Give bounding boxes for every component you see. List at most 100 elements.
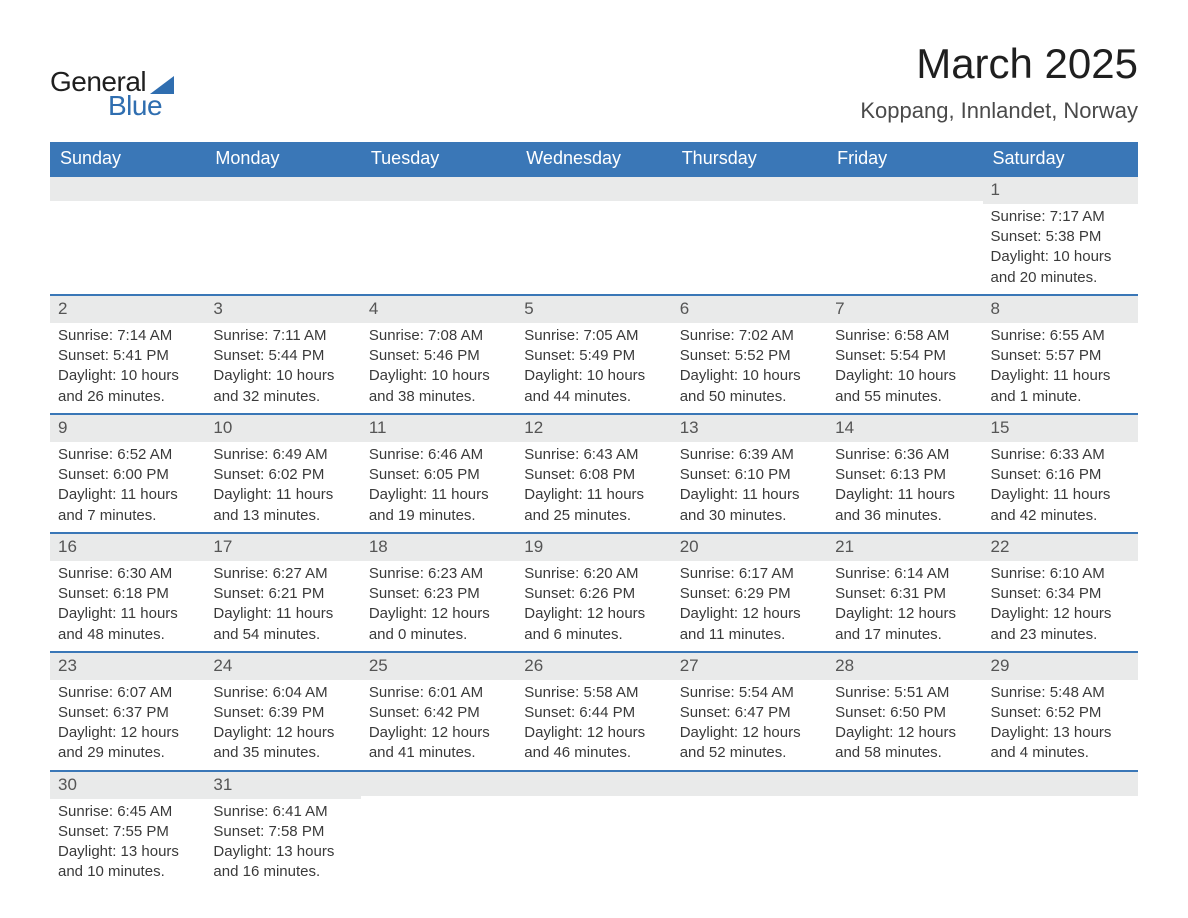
- day-number: 1: [983, 177, 1138, 204]
- sunrise-text: Sunrise: 5:58 AM: [524, 683, 663, 703]
- daylight-text: Daylight: 12 hours and 17 minutes.: [835, 604, 974, 645]
- day-number: 8: [983, 296, 1138, 323]
- sunset-text: Sunset: 5:41 PM: [58, 346, 197, 366]
- day-number: 29: [983, 653, 1138, 680]
- calendar-day-cell: 17Sunrise: 6:27 AMSunset: 6:21 PMDayligh…: [205, 533, 360, 652]
- sunrise-text: Sunrise: 6:33 AM: [991, 445, 1130, 465]
- sunset-text: Sunset: 5:38 PM: [991, 227, 1130, 247]
- sunset-text: Sunset: 5:44 PM: [213, 346, 352, 366]
- calendar-week-row: 30Sunrise: 6:45 AMSunset: 7:55 PMDayligh…: [50, 771, 1138, 889]
- day-details: Sunrise: 6:30 AMSunset: 6:18 PMDaylight:…: [50, 561, 205, 651]
- calendar-day-cell: [205, 176, 360, 295]
- daylight-text: Daylight: 12 hours and 23 minutes.: [991, 604, 1130, 645]
- sunset-text: Sunset: 6:05 PM: [369, 465, 508, 485]
- weekday-header: Friday: [827, 142, 982, 176]
- day-number: 24: [205, 653, 360, 680]
- sunset-text: Sunset: 6:23 PM: [369, 584, 508, 604]
- calendar-day-cell: 18Sunrise: 6:23 AMSunset: 6:23 PMDayligh…: [361, 533, 516, 652]
- daylight-text: Daylight: 13 hours and 10 minutes.: [58, 842, 197, 883]
- sunset-text: Sunset: 6:10 PM: [680, 465, 819, 485]
- sunset-text: Sunset: 6:52 PM: [991, 703, 1130, 723]
- daylight-text: Daylight: 12 hours and 46 minutes.: [524, 723, 663, 764]
- calendar-day-cell: 12Sunrise: 6:43 AMSunset: 6:08 PMDayligh…: [516, 414, 671, 533]
- weekday-header: Sunday: [50, 142, 205, 176]
- weekday-header: Monday: [205, 142, 360, 176]
- brand-logo: General Blue: [50, 40, 174, 120]
- calendar-day-cell: 26Sunrise: 5:58 AMSunset: 6:44 PMDayligh…: [516, 652, 671, 771]
- day-number: [205, 177, 360, 201]
- calendar-week-row: 2Sunrise: 7:14 AMSunset: 5:41 PMDaylight…: [50, 295, 1138, 414]
- day-number: 4: [361, 296, 516, 323]
- day-number: [361, 177, 516, 201]
- day-number: [516, 772, 671, 796]
- sunrise-text: Sunrise: 7:05 AM: [524, 326, 663, 346]
- daylight-text: Daylight: 10 hours and 44 minutes.: [524, 366, 663, 407]
- calendar-day-cell: 15Sunrise: 6:33 AMSunset: 6:16 PMDayligh…: [983, 414, 1138, 533]
- daylight-text: Daylight: 10 hours and 32 minutes.: [213, 366, 352, 407]
- calendar-day-cell: 28Sunrise: 5:51 AMSunset: 6:50 PMDayligh…: [827, 652, 982, 771]
- daylight-text: Daylight: 10 hours and 38 minutes.: [369, 366, 508, 407]
- calendar-day-cell: [516, 176, 671, 295]
- daylight-text: Daylight: 10 hours and 55 minutes.: [835, 366, 974, 407]
- day-details: Sunrise: 7:14 AMSunset: 5:41 PMDaylight:…: [50, 323, 205, 413]
- calendar-day-cell: 1Sunrise: 7:17 AMSunset: 5:38 PMDaylight…: [983, 176, 1138, 295]
- sunset-text: Sunset: 5:57 PM: [991, 346, 1130, 366]
- daylight-text: Daylight: 12 hours and 58 minutes.: [835, 723, 974, 764]
- calendar-day-cell: 21Sunrise: 6:14 AMSunset: 6:31 PMDayligh…: [827, 533, 982, 652]
- calendar-day-cell: 6Sunrise: 7:02 AMSunset: 5:52 PMDaylight…: [672, 295, 827, 414]
- daylight-text: Daylight: 11 hours and 19 minutes.: [369, 485, 508, 526]
- daylight-text: Daylight: 11 hours and 54 minutes.: [213, 604, 352, 645]
- calendar-day-cell: 10Sunrise: 6:49 AMSunset: 6:02 PMDayligh…: [205, 414, 360, 533]
- day-details: Sunrise: 6:27 AMSunset: 6:21 PMDaylight:…: [205, 561, 360, 651]
- day-details: Sunrise: 6:20 AMSunset: 6:26 PMDaylight:…: [516, 561, 671, 651]
- sunrise-text: Sunrise: 6:39 AM: [680, 445, 819, 465]
- daylight-text: Daylight: 11 hours and 13 minutes.: [213, 485, 352, 526]
- sunset-text: Sunset: 6:34 PM: [991, 584, 1130, 604]
- calendar-day-cell: 4Sunrise: 7:08 AMSunset: 5:46 PMDaylight…: [361, 295, 516, 414]
- weekday-header-row: Sunday Monday Tuesday Wednesday Thursday…: [50, 142, 1138, 176]
- day-number: 31: [205, 772, 360, 799]
- day-number: 27: [672, 653, 827, 680]
- sunset-text: Sunset: 6:21 PM: [213, 584, 352, 604]
- day-details: Sunrise: 5:48 AMSunset: 6:52 PMDaylight:…: [983, 680, 1138, 770]
- sunrise-text: Sunrise: 6:23 AM: [369, 564, 508, 584]
- day-number: 17: [205, 534, 360, 561]
- day-details: Sunrise: 6:58 AMSunset: 5:54 PMDaylight:…: [827, 323, 982, 413]
- daylight-text: Daylight: 12 hours and 35 minutes.: [213, 723, 352, 764]
- sunset-text: Sunset: 6:16 PM: [991, 465, 1130, 485]
- sunrise-text: Sunrise: 6:55 AM: [991, 326, 1130, 346]
- calendar-day-cell: [361, 771, 516, 889]
- calendar-day-cell: 22Sunrise: 6:10 AMSunset: 6:34 PMDayligh…: [983, 533, 1138, 652]
- sunrise-text: Sunrise: 6:46 AM: [369, 445, 508, 465]
- day-number: 13: [672, 415, 827, 442]
- location-subtitle: Koppang, Innlandet, Norway: [860, 98, 1138, 124]
- sunset-text: Sunset: 5:49 PM: [524, 346, 663, 366]
- calendar-day-cell: [983, 771, 1138, 889]
- day-details: Sunrise: 6:01 AMSunset: 6:42 PMDaylight:…: [361, 680, 516, 770]
- calendar-day-cell: 27Sunrise: 5:54 AMSunset: 6:47 PMDayligh…: [672, 652, 827, 771]
- daylight-text: Daylight: 12 hours and 41 minutes.: [369, 723, 508, 764]
- day-details: Sunrise: 6:41 AMSunset: 7:58 PMDaylight:…: [205, 799, 360, 889]
- day-number: 15: [983, 415, 1138, 442]
- day-details: Sunrise: 6:55 AMSunset: 5:57 PMDaylight:…: [983, 323, 1138, 413]
- calendar-day-cell: 29Sunrise: 5:48 AMSunset: 6:52 PMDayligh…: [983, 652, 1138, 771]
- sunset-text: Sunset: 6:44 PM: [524, 703, 663, 723]
- calendar-day-cell: 31Sunrise: 6:41 AMSunset: 7:58 PMDayligh…: [205, 771, 360, 889]
- weekday-header: Thursday: [672, 142, 827, 176]
- day-details: Sunrise: 6:52 AMSunset: 6:00 PMDaylight:…: [50, 442, 205, 532]
- day-details: Sunrise: 6:43 AMSunset: 6:08 PMDaylight:…: [516, 442, 671, 532]
- daylight-text: Daylight: 11 hours and 36 minutes.: [835, 485, 974, 526]
- sunrise-text: Sunrise: 6:41 AM: [213, 802, 352, 822]
- sunrise-text: Sunrise: 6:43 AM: [524, 445, 663, 465]
- daylight-text: Daylight: 11 hours and 30 minutes.: [680, 485, 819, 526]
- day-details: Sunrise: 6:36 AMSunset: 6:13 PMDaylight:…: [827, 442, 982, 532]
- day-number: 11: [361, 415, 516, 442]
- daylight-text: Daylight: 12 hours and 0 minutes.: [369, 604, 508, 645]
- day-number: 10: [205, 415, 360, 442]
- sunrise-text: Sunrise: 5:48 AM: [991, 683, 1130, 703]
- day-number: 19: [516, 534, 671, 561]
- day-number: [516, 177, 671, 201]
- day-number: 21: [827, 534, 982, 561]
- calendar-day-cell: 30Sunrise: 6:45 AMSunset: 7:55 PMDayligh…: [50, 771, 205, 889]
- day-number: 28: [827, 653, 982, 680]
